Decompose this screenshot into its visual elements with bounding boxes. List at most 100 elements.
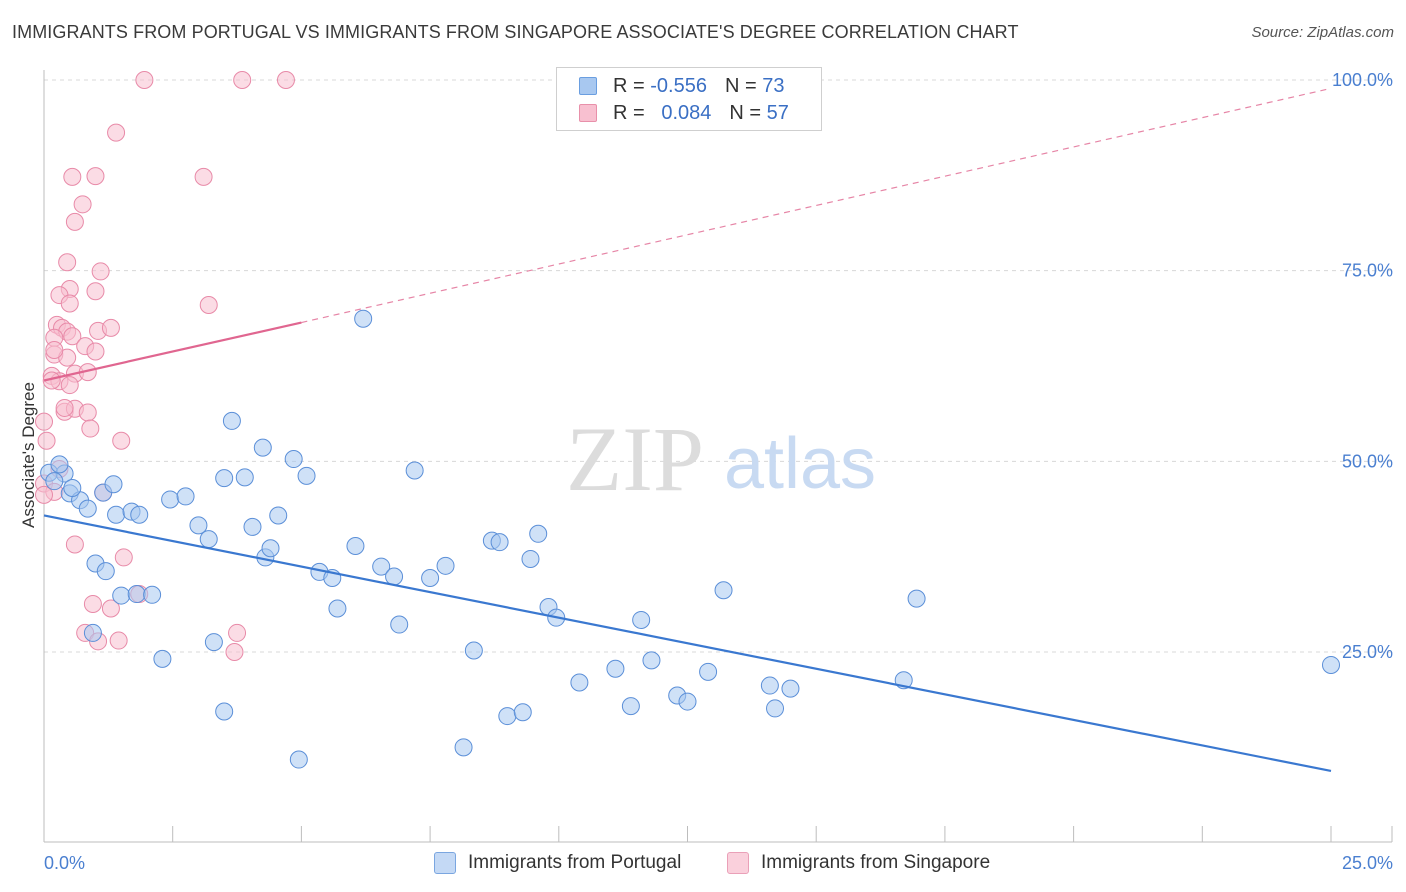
legend-n-label: N = (729, 101, 762, 124)
x-tick-label: 25.0% (1342, 853, 1393, 873)
watermark: ZIP atlas (566, 408, 876, 510)
point-portugal (513, 703, 532, 722)
point-singapore (225, 643, 244, 661)
point-portugal (189, 516, 208, 535)
point-portugal (215, 702, 234, 721)
point-singapore (91, 262, 110, 281)
point-portugal (235, 468, 254, 487)
point-portugal (1322, 655, 1340, 674)
bottom-legend-swatch-portugal (434, 852, 456, 874)
point-portugal (464, 641, 483, 660)
point-singapore (86, 342, 105, 361)
point-singapore (35, 412, 53, 431)
point-portugal (284, 450, 303, 469)
point-singapore (35, 485, 53, 504)
legend-r-value: -0.556 (650, 74, 707, 97)
point-portugal (354, 309, 373, 328)
point-portugal (153, 649, 172, 668)
legend-r-label: R = (613, 74, 645, 97)
y-tick-label: 25.0% (1342, 642, 1393, 662)
y-tick-label: 75.0% (1342, 261, 1393, 281)
point-portugal (454, 738, 473, 757)
bottom-legend-label-singapore: Immigrants from Singapore (761, 852, 991, 873)
point-portugal (346, 536, 365, 555)
point-singapore (233, 71, 252, 89)
point-portugal (112, 586, 131, 605)
legend-row-portugal: R = -0.556 N = 73 (579, 73, 784, 99)
point-singapore (199, 295, 218, 314)
point-singapore (83, 594, 102, 613)
point-portugal (96, 562, 115, 581)
point-portugal (678, 692, 697, 711)
point-singapore (55, 398, 74, 417)
point-singapore (107, 123, 126, 142)
source-label: Source: ZipAtlas.com (1251, 24, 1394, 41)
trend-line-portugal (43, 514, 1332, 773)
point-portugal (699, 662, 718, 681)
point-singapore (101, 318, 120, 337)
legend-swatch-singapore (579, 104, 597, 122)
bottom-legend: Immigrants from Portugal Immigrants from… (0, 852, 1406, 878)
point-portugal (490, 533, 509, 552)
point-singapore (194, 167, 213, 186)
point-portugal (760, 676, 779, 695)
legend-swatch-portugal (579, 77, 597, 95)
point-portugal (714, 581, 733, 600)
legend-n-value: 57 (766, 101, 789, 124)
point-singapore (58, 253, 77, 272)
point-portugal (253, 438, 272, 457)
point-portugal (405, 461, 424, 480)
point-portugal (781, 679, 800, 698)
point-portugal (521, 549, 540, 568)
point-singapore (228, 623, 247, 642)
series-portugal (40, 309, 1340, 769)
point-portugal (83, 623, 102, 642)
legend: R = -0.556 N = 73 R = 0.084 N = 57 (556, 67, 822, 131)
point-portugal (176, 487, 195, 506)
point-portugal (372, 557, 391, 576)
point-singapore (60, 294, 79, 313)
point-portugal (161, 490, 180, 509)
point-portugal (261, 539, 280, 558)
point-portugal (297, 466, 316, 485)
point-portugal (328, 599, 347, 618)
bottom-legend-swatch-singapore (727, 852, 749, 874)
point-singapore (60, 376, 79, 395)
trend-line-singapore (43, 321, 302, 382)
point-singapore (109, 631, 128, 650)
point-portugal (127, 585, 146, 604)
point-singapore (45, 340, 64, 359)
point-singapore (63, 167, 82, 186)
legend-n-value: 73 (762, 74, 785, 97)
legend-row-singapore: R = 0.084 N = 57 (579, 100, 789, 126)
y-axis-label: Associate's Degree (19, 382, 38, 528)
point-portugal (498, 707, 517, 726)
point-portugal (907, 589, 926, 608)
point-singapore (276, 71, 295, 89)
point-portugal (606, 659, 625, 678)
bottom-legend-singapore: Immigrants from Singapore (727, 852, 990, 874)
point-portugal (436, 556, 455, 575)
trend-lines (43, 87, 1332, 773)
point-singapore (86, 167, 105, 186)
point-singapore (81, 419, 100, 438)
watermark-atlas: atlas (724, 424, 876, 504)
point-singapore (42, 371, 61, 390)
point-singapore (135, 71, 154, 89)
point-portugal (529, 524, 548, 543)
point-portugal (385, 567, 404, 586)
chart-title: IMMIGRANTS FROM PORTUGAL VS IMMIGRANTS F… (12, 22, 1019, 42)
point-portugal (390, 615, 409, 634)
point-portugal (570, 673, 589, 692)
bottom-legend-label-portugal: Immigrants from Portugal (468, 852, 682, 873)
point-singapore (86, 282, 105, 301)
point-portugal (78, 499, 97, 518)
legend-n-label: N = (724, 74, 757, 97)
y-tick-label: 50.0% (1342, 451, 1393, 471)
point-portugal (204, 633, 223, 652)
point-singapore (73, 195, 92, 214)
point-portugal (621, 697, 640, 716)
point-portugal (104, 475, 123, 494)
point-portugal (269, 506, 288, 525)
